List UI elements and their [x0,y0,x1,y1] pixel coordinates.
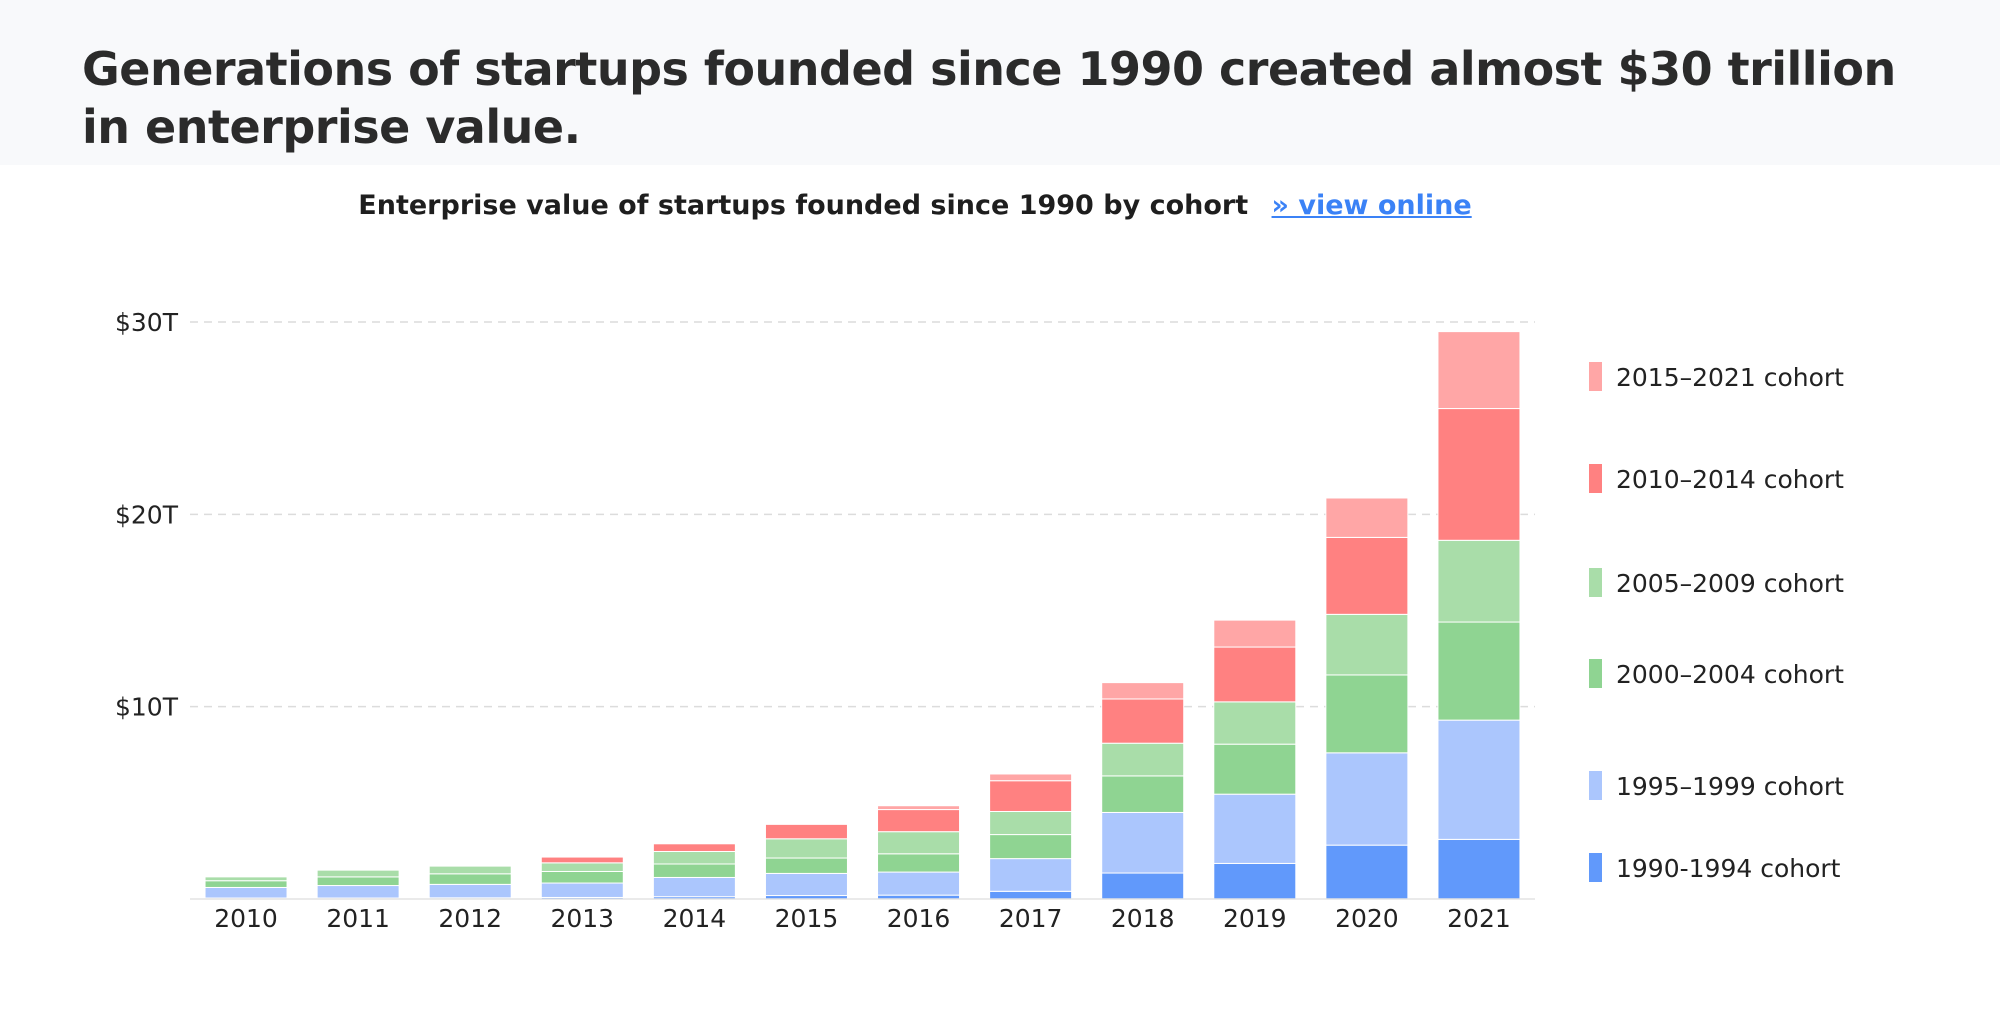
bar-segment[interactable] [877,805,961,811]
bar-segment[interactable] [1437,539,1521,623]
bar-segment[interactable] [1437,719,1521,840]
x-tick-label: 2010 [214,904,278,933]
bar-segment[interactable] [1101,872,1185,900]
x-tick-label: 2011 [326,904,390,933]
bar-segment[interactable] [652,843,736,852]
bar-segment[interactable] [1101,742,1185,777]
bar-segment[interactable] [1213,646,1297,703]
bar-segment[interactable] [1437,408,1521,541]
bar-segment[interactable] [428,883,512,899]
bar-segment[interactable] [428,865,512,875]
bar-segment[interactable] [877,809,961,833]
bar-segment[interactable] [1213,619,1297,648]
bar-segment[interactable] [1437,838,1521,900]
bar-segment[interactable] [877,871,961,896]
grid-lines [190,321,1535,708]
bar-segment[interactable] [1325,497,1409,538]
bar-segment[interactable] [428,873,512,885]
bar-segment[interactable] [1437,331,1521,410]
bar-segment[interactable] [1325,674,1409,754]
x-tick-label: 2019 [1223,904,1287,933]
legend-label: 2000–2004 cohort [1616,660,1844,689]
legend-label: 1995–1999 cohort [1616,772,1844,801]
bar-segment[interactable] [1101,682,1185,700]
view-online-link[interactable]: » view online [1271,190,1472,221]
legend-swatch [1589,568,1602,597]
legend-label: 2015–2021 cohort [1616,363,1844,392]
header-band [0,0,2000,165]
x-tick-label: 2014 [663,904,727,933]
bar-segment[interactable] [540,882,624,898]
legend-label: 2005–2009 cohort [1616,569,1844,598]
legend-swatch [1589,771,1602,800]
bar-segment[interactable] [764,857,848,874]
bar-segment[interactable] [540,870,624,884]
bar-segment[interactable] [1437,621,1521,721]
legend-item[interactable]: 2015–2021 cohort [1589,362,1844,392]
bar-segment[interactable] [1325,536,1409,615]
bar-segment[interactable] [989,773,1073,782]
bar-segment[interactable] [1213,862,1297,900]
bar-segment[interactable] [204,886,288,899]
x-tick-label: 2020 [1335,904,1399,933]
bar-segment[interactable] [652,850,736,865]
x-tick-label: 2016 [887,904,951,933]
bar-segment[interactable] [1101,811,1185,874]
legend-swatch [1589,362,1602,391]
legend-item[interactable]: 2000–2004 cohort [1589,659,1844,689]
legend-swatch [1589,464,1602,493]
x-tick-label: 2021 [1447,904,1511,933]
y-tick-label: $30T [115,308,179,337]
bar-segment[interactable] [764,823,848,840]
x-tick-label: 2015 [775,904,839,933]
bar-segment[interactable] [540,862,624,872]
bar-segment[interactable] [316,885,400,899]
x-tick-label: 2013 [550,904,614,933]
bar-segment[interactable] [1325,844,1409,900]
legend-item[interactable]: 1995–1999 cohort [1589,771,1844,801]
x-tick-label: 2017 [999,904,1063,933]
axis: $10T $20T $30T 2010 2011 2012 2013 2014 2015 2016… [115,308,1535,933]
bar-segment[interactable] [1213,701,1297,745]
bar-segment[interactable] [204,876,288,882]
bar-segment[interactable] [764,838,848,859]
bar-segment[interactable] [989,834,1073,860]
bar-segment[interactable] [1101,775,1185,813]
legend-label: 1990-1994 cohort [1616,854,1841,883]
legend-item[interactable]: 2010–2014 cohort [1589,464,1844,494]
legend-item[interactable]: 2005–2009 cohort [1589,568,1844,598]
bar-segment[interactable] [316,869,400,878]
legend[interactable]: 2015–2021 cohort 2010–2014 cohort 2005–200… [1589,362,1844,883]
bar-segment[interactable] [1213,793,1297,864]
bar-segment[interactable] [989,810,1073,836]
legend-swatch [1589,853,1602,882]
chart-title-row: Enterprise value of startups founded sin… [0,190,1830,221]
bar-segment[interactable] [540,856,624,864]
bar-segment[interactable] [652,876,736,898]
bars [204,331,1521,900]
bar-segment[interactable] [877,853,961,873]
x-tick-label: 2012 [438,904,502,933]
y-tick-label: $20T [115,500,179,529]
bar-segment[interactable] [989,858,1073,892]
headline: Generations of startups founded since 19… [82,42,1896,154]
y-tick-label: $10T [115,693,179,722]
bar-segment[interactable] [1101,698,1185,744]
bar-segment[interactable] [989,780,1073,812]
bar-segment[interactable] [204,880,288,888]
x-tick-label: 2018 [1111,904,1175,933]
bar-segment[interactable] [877,831,961,855]
bar-segment[interactable] [652,863,736,878]
bar-segment[interactable] [989,890,1073,900]
bar-segment[interactable] [1325,752,1409,846]
bar-segment[interactable] [1213,743,1297,795]
bar-segment[interactable] [316,876,400,887]
legend-swatch [1589,659,1602,688]
legend-label: 2010–2014 cohort [1616,465,1844,494]
legend-item[interactable]: 1990-1994 cohort [1589,853,1841,883]
bar-segment[interactable] [1325,613,1409,676]
chart-title: Enterprise value of startups founded sin… [358,190,1249,221]
bar-segment[interactable] [764,872,848,897]
